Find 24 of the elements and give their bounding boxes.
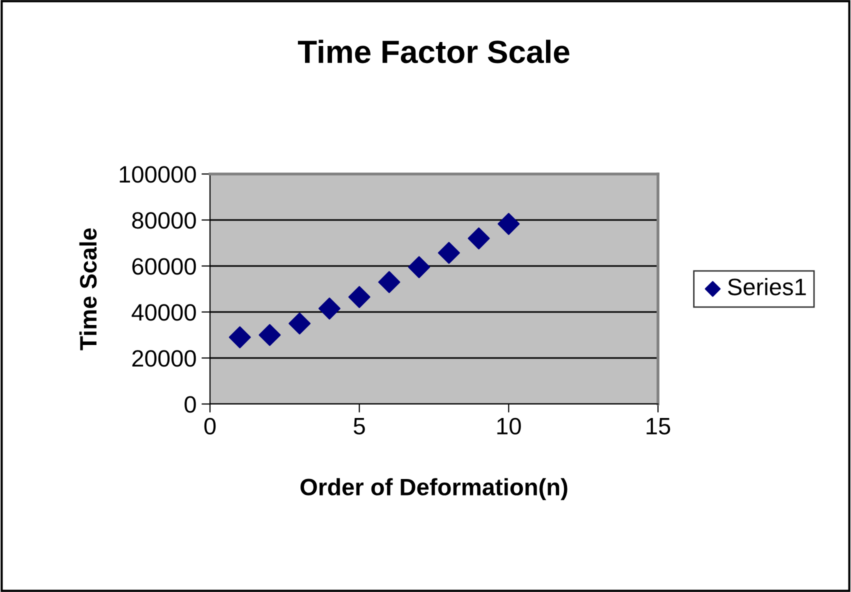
y-tick-label: 20000: [132, 350, 196, 367]
y-tick-label: 60000: [132, 258, 196, 275]
y-tick-label: 80000: [132, 212, 196, 229]
point: [408, 256, 430, 278]
point: [288, 312, 311, 334]
point: [438, 242, 460, 264]
x-tick-label: 15: [646, 418, 670, 435]
x-axis-title: Order of Deformation(n): [300, 478, 568, 500]
legend-label: Series1: [728, 278, 806, 296]
x-tick-label: 10: [497, 418, 521, 435]
chart-title: Time Factor Scale: [298, 40, 570, 64]
point: [498, 212, 520, 235]
point: [378, 271, 400, 294]
point: [318, 298, 340, 320]
y-axis-title: Time Scale: [79, 228, 97, 350]
point: [258, 324, 281, 346]
y-tick-label: 0: [184, 396, 196, 413]
x-tick-label: 5: [354, 418, 365, 435]
point: [228, 326, 251, 348]
point: [468, 227, 490, 250]
y-tick-label: 100000: [120, 166, 196, 183]
y-tick-label: 40000: [132, 304, 196, 321]
point: [348, 286, 370, 308]
x-tick-label: 0: [204, 418, 216, 435]
